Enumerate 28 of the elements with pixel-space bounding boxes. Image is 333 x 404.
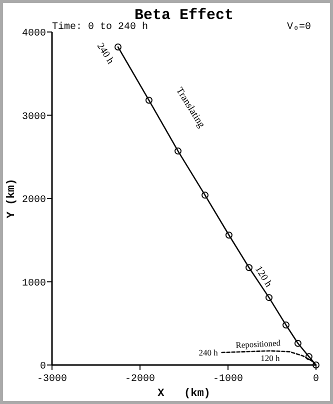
annotation: 120 h xyxy=(252,264,274,290)
annotation: 240 h xyxy=(94,41,116,66)
annotation: 240 h xyxy=(198,348,219,358)
y-axis-title: Y (km) xyxy=(6,178,18,218)
y-tick-label: 4000 xyxy=(22,28,46,40)
point xyxy=(266,294,273,302)
annotation: Time: 0 to 240 h xyxy=(52,21,148,33)
point xyxy=(114,43,122,50)
y-tick-label: 2000 xyxy=(22,195,46,206)
annotation: V₀=0 xyxy=(286,22,311,33)
point xyxy=(294,340,302,347)
point xyxy=(246,264,253,272)
annotation: 120 h xyxy=(260,352,281,363)
point xyxy=(174,148,182,155)
point xyxy=(145,96,152,104)
point xyxy=(305,353,312,360)
point xyxy=(282,322,290,329)
y-tick-label: 3000 xyxy=(22,112,46,123)
point xyxy=(225,232,232,239)
x-axis-title: X (km) xyxy=(158,388,210,400)
y-tick-label: 0 xyxy=(40,362,46,372)
series-label: Repositioned xyxy=(235,338,282,350)
x-tick-label: -2000 xyxy=(124,374,156,385)
x-tick-label: 0 xyxy=(312,374,320,385)
x-tick-label: -3000 xyxy=(36,374,68,385)
y-tick-label: 1000 xyxy=(22,278,46,290)
x-tick-label: -1000 xyxy=(212,374,244,385)
point xyxy=(202,192,209,199)
